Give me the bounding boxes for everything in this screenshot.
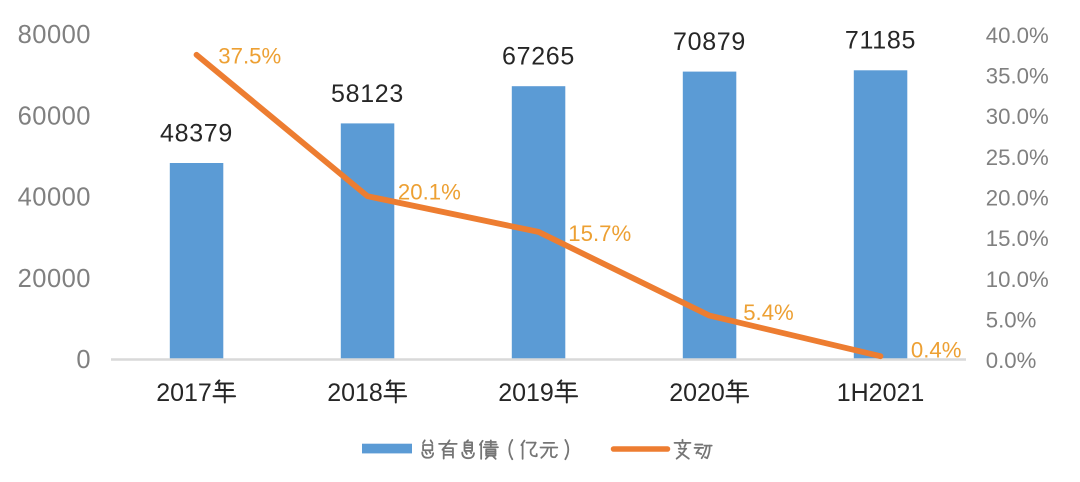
svg-text:10.0%: 10.0% bbox=[986, 267, 1049, 292]
svg-text:80000: 80000 bbox=[18, 21, 91, 49]
svg-text:25.0%: 25.0% bbox=[986, 145, 1049, 170]
svg-text:15.0%: 15.0% bbox=[986, 226, 1049, 251]
svg-text:20.0%: 20.0% bbox=[986, 186, 1049, 211]
svg-text:70879: 70879 bbox=[673, 28, 746, 56]
svg-text:0.4%: 0.4% bbox=[911, 338, 962, 363]
svg-text:2019: 2019 bbox=[498, 379, 554, 407]
svg-text:67265: 67265 bbox=[502, 43, 575, 71]
svg-text:0: 0 bbox=[76, 346, 91, 374]
svg-text:1H2021: 1H2021 bbox=[837, 379, 925, 407]
svg-text:37.5%: 37.5% bbox=[218, 44, 281, 69]
svg-text:40.0%: 40.0% bbox=[986, 23, 1049, 48]
svg-text:30.0%: 30.0% bbox=[986, 104, 1049, 129]
svg-text:35.0%: 35.0% bbox=[986, 64, 1049, 89]
svg-text:2017: 2017 bbox=[156, 379, 212, 407]
svg-text:60000: 60000 bbox=[18, 102, 91, 130]
svg-text:20.1%: 20.1% bbox=[398, 180, 461, 205]
svg-text:15.7%: 15.7% bbox=[568, 221, 631, 246]
svg-text:58123: 58123 bbox=[331, 80, 404, 108]
svg-text:5.0%: 5.0% bbox=[986, 307, 1037, 332]
svg-text:71185: 71185 bbox=[845, 27, 916, 55]
svg-text:2018: 2018 bbox=[327, 379, 383, 407]
svg-text:20000: 20000 bbox=[18, 265, 91, 293]
svg-text:5.4%: 5.4% bbox=[743, 300, 794, 325]
svg-text:48379: 48379 bbox=[160, 119, 233, 147]
svg-text:2020: 2020 bbox=[669, 379, 725, 407]
svg-text:0.0%: 0.0% bbox=[986, 348, 1037, 373]
svg-text:40000: 40000 bbox=[18, 184, 91, 212]
